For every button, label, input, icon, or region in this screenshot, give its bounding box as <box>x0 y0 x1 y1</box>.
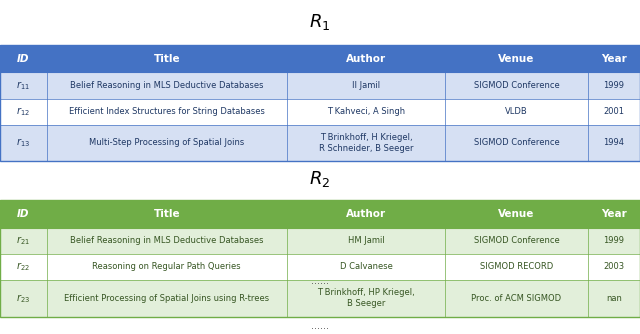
Text: T Kahveci, A Singh: T Kahveci, A Singh <box>327 107 405 116</box>
Bar <box>0 72 47 99</box>
Text: $r_{22}$: $r_{22}$ <box>17 261 30 273</box>
Bar <box>588 228 640 254</box>
Bar <box>445 72 588 99</box>
Bar <box>47 254 287 280</box>
Text: Year: Year <box>601 54 627 64</box>
Bar <box>0 200 640 317</box>
Text: Venue: Venue <box>499 209 534 219</box>
Bar <box>445 254 588 280</box>
Text: $r_{21}$: $r_{21}$ <box>17 234 30 247</box>
Text: SIGMOD RECORD: SIGMOD RECORD <box>480 263 553 271</box>
Text: $r_{13}$: $r_{13}$ <box>16 137 31 149</box>
Bar <box>445 99 588 125</box>
Text: ......: ...... <box>311 321 329 331</box>
Bar <box>0 228 47 254</box>
Bar <box>445 200 588 228</box>
Text: Title: Title <box>154 54 180 64</box>
Text: nan: nan <box>606 294 621 303</box>
Text: Multi-Step Processing of Spatial Joins: Multi-Step Processing of Spatial Joins <box>89 139 244 147</box>
Text: Efficient Index Structures for String Databases: Efficient Index Structures for String Da… <box>68 107 265 116</box>
Bar <box>588 125 640 161</box>
Text: Venue: Venue <box>499 54 534 64</box>
Bar <box>0 200 47 228</box>
Bar <box>47 228 287 254</box>
Text: $r_{23}$: $r_{23}$ <box>16 292 31 305</box>
Text: 1999: 1999 <box>604 81 624 90</box>
Text: Belief Reasoning in MLS Deductive Databases: Belief Reasoning in MLS Deductive Databa… <box>70 236 264 245</box>
Bar <box>287 280 445 317</box>
Text: Title: Title <box>154 209 180 219</box>
Bar <box>0 254 47 280</box>
Text: SIGMOD Conference: SIGMOD Conference <box>474 236 559 245</box>
Bar <box>287 72 445 99</box>
Text: $r_{11}$: $r_{11}$ <box>17 79 30 92</box>
Bar <box>47 125 287 161</box>
Text: T Brinkhoff, H Kriegel,
R Schneider, B Seeger: T Brinkhoff, H Kriegel, R Schneider, B S… <box>319 133 413 153</box>
Bar <box>287 254 445 280</box>
Bar <box>588 72 640 99</box>
Bar <box>47 99 287 125</box>
Text: 2003: 2003 <box>603 263 625 271</box>
Text: ID: ID <box>17 54 29 64</box>
Text: ID: ID <box>17 209 29 219</box>
Text: SIGMOD Conference: SIGMOD Conference <box>474 81 559 90</box>
Bar <box>445 280 588 317</box>
Text: $R_1$: $R_1$ <box>309 12 331 32</box>
Text: 2001: 2001 <box>604 107 624 116</box>
Text: T Brinkhoff, HP Kriegel,
B Seeger: T Brinkhoff, HP Kriegel, B Seeger <box>317 288 415 308</box>
Bar <box>0 280 47 317</box>
Text: Belief Reasoning in MLS Deductive Databases: Belief Reasoning in MLS Deductive Databa… <box>70 81 264 90</box>
Text: II Jamil: II Jamil <box>352 81 380 90</box>
Bar <box>0 45 47 72</box>
Bar <box>287 125 445 161</box>
Text: $R_2$: $R_2$ <box>309 169 331 189</box>
Bar <box>588 280 640 317</box>
Bar <box>588 45 640 72</box>
Text: SIGMOD Conference: SIGMOD Conference <box>474 139 559 147</box>
Text: ......: ...... <box>311 276 329 286</box>
Text: Author: Author <box>346 209 386 219</box>
Bar <box>287 200 445 228</box>
Bar <box>445 125 588 161</box>
Bar <box>287 99 445 125</box>
Text: D Calvanese: D Calvanese <box>340 263 392 271</box>
Text: $r_{12}$: $r_{12}$ <box>17 105 30 118</box>
Text: 1999: 1999 <box>604 236 624 245</box>
Bar <box>287 228 445 254</box>
Bar <box>287 45 445 72</box>
Text: VLDB: VLDB <box>505 107 528 116</box>
Text: Reasoning on Regular Path Queries: Reasoning on Regular Path Queries <box>92 263 241 271</box>
Bar <box>445 228 588 254</box>
Text: HM Jamil: HM Jamil <box>348 236 385 245</box>
Bar <box>47 72 287 99</box>
Text: 1994: 1994 <box>604 139 624 147</box>
Bar <box>588 200 640 228</box>
Bar <box>588 254 640 280</box>
Bar <box>0 125 47 161</box>
Bar <box>445 45 588 72</box>
Bar <box>47 280 287 317</box>
Text: Efficient Processing of Spatial Joins using R-trees: Efficient Processing of Spatial Joins us… <box>64 294 269 303</box>
Bar <box>0 45 640 161</box>
Bar <box>588 99 640 125</box>
Bar <box>47 200 287 228</box>
Text: Year: Year <box>601 209 627 219</box>
Bar <box>0 99 47 125</box>
Text: Proc. of ACM SIGMOD: Proc. of ACM SIGMOD <box>472 294 561 303</box>
Bar <box>47 45 287 72</box>
Text: Author: Author <box>346 54 386 64</box>
